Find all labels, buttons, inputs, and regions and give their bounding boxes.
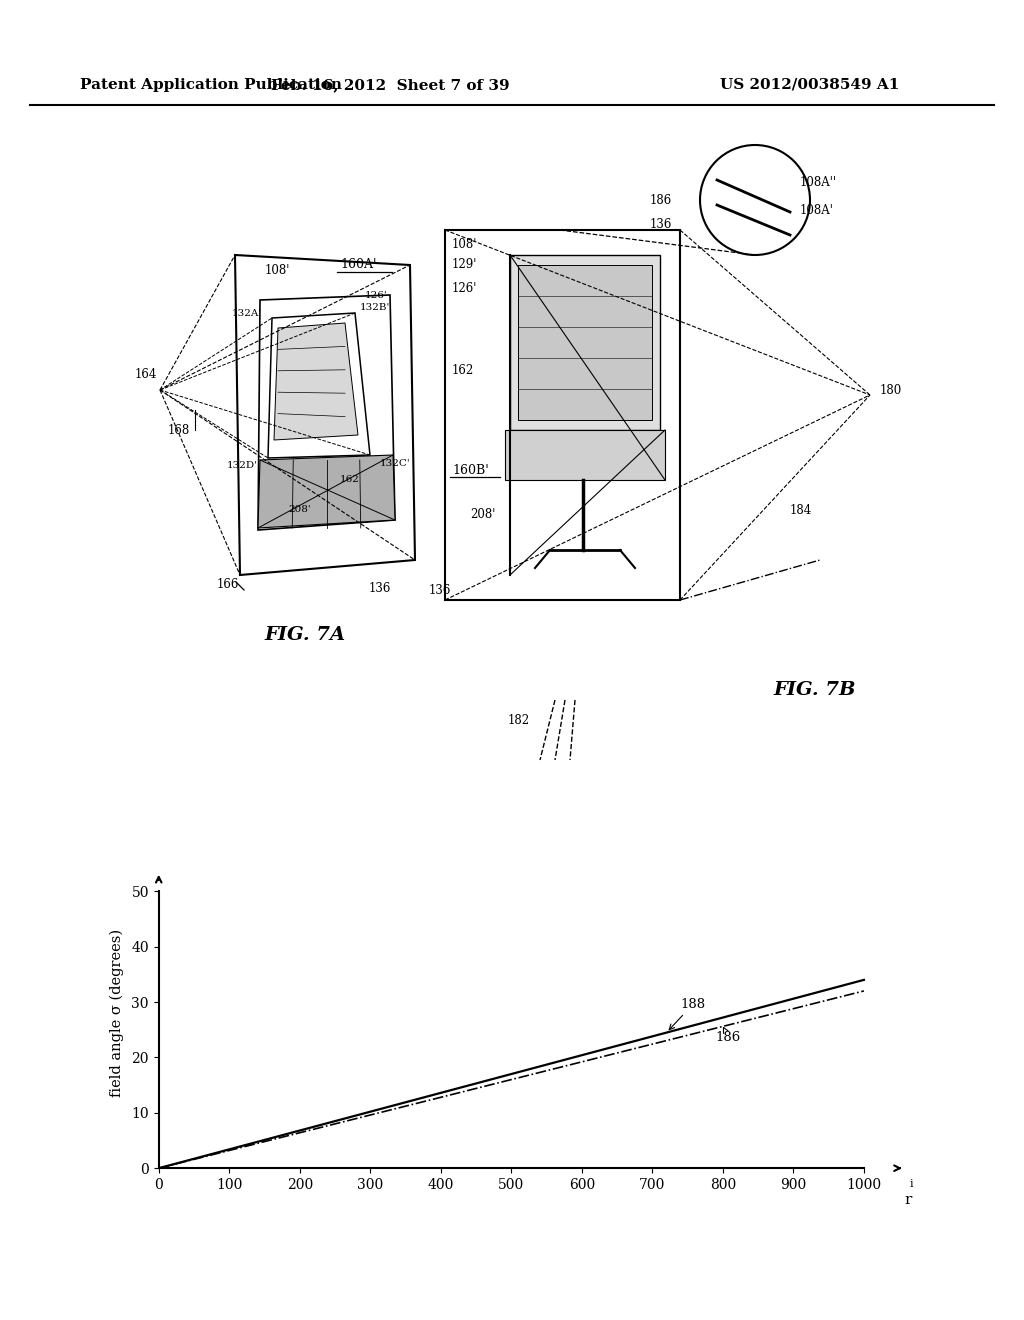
Text: 162: 162	[340, 475, 360, 484]
Text: 136: 136	[369, 582, 391, 594]
Text: 162: 162	[452, 363, 474, 376]
Text: 132C': 132C'	[380, 458, 411, 467]
Text: 108A'': 108A''	[800, 177, 837, 190]
Text: 136: 136	[429, 583, 452, 597]
Text: 208': 208'	[470, 508, 496, 521]
Text: 188: 188	[670, 998, 706, 1030]
Polygon shape	[510, 255, 660, 430]
Text: 132B': 132B'	[360, 304, 390, 313]
Text: 129': 129'	[452, 259, 477, 272]
Polygon shape	[518, 265, 652, 420]
Text: 180: 180	[880, 384, 902, 396]
Text: 186: 186	[716, 1027, 741, 1044]
Text: 108A': 108A'	[800, 203, 834, 216]
Text: 208': 208'	[289, 506, 311, 515]
Polygon shape	[505, 430, 665, 480]
Text: 184: 184	[790, 503, 812, 516]
Text: 160A': 160A'	[340, 259, 377, 272]
Text: US 2012/0038549 A1: US 2012/0038549 A1	[720, 78, 899, 92]
Text: 126': 126'	[365, 290, 388, 300]
Text: i: i	[910, 1179, 913, 1189]
Text: 136: 136	[649, 219, 672, 231]
Text: 160B': 160B'	[452, 463, 488, 477]
Text: 132A': 132A'	[231, 309, 262, 318]
Text: FIG. 7B: FIG. 7B	[774, 681, 856, 700]
Text: 164: 164	[134, 368, 157, 381]
Text: 168: 168	[168, 424, 190, 437]
Polygon shape	[258, 455, 395, 528]
Text: r: r	[904, 1193, 911, 1206]
Text: FIG. 8: FIG. 8	[479, 1071, 545, 1089]
Text: 108': 108'	[265, 264, 291, 276]
Text: 126': 126'	[452, 281, 477, 294]
Text: FIG. 7A: FIG. 7A	[264, 626, 345, 644]
Text: Patent Application Publication: Patent Application Publication	[80, 78, 342, 92]
Text: 166: 166	[217, 578, 240, 591]
Text: Feb. 16, 2012  Sheet 7 of 39: Feb. 16, 2012 Sheet 7 of 39	[270, 78, 509, 92]
Text: 132D': 132D'	[227, 462, 258, 470]
Text: 186: 186	[650, 194, 672, 206]
Text: 182: 182	[508, 714, 530, 726]
Y-axis label: field angle σ (degrees): field angle σ (degrees)	[110, 929, 125, 1097]
Polygon shape	[274, 323, 358, 440]
Text: 108': 108'	[452, 238, 477, 251]
